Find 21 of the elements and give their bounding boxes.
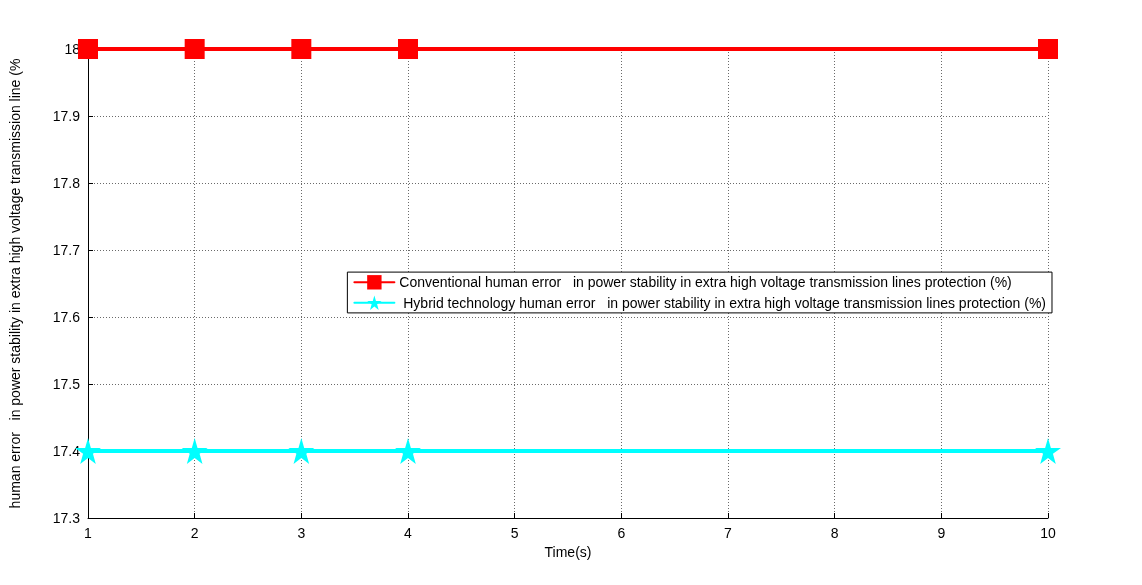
x-tick-label: 3 <box>297 525 306 541</box>
x-tick-label: 4 <box>404 525 413 541</box>
x-axis-title: Time(s) <box>544 543 592 560</box>
x-tick-label: 6 <box>617 525 626 541</box>
y-tick-label: 17.6 <box>52 309 81 325</box>
x-tick-label: 7 <box>724 525 733 541</box>
x-tick-label: 8 <box>830 525 839 541</box>
x-tick-label: 10 <box>1040 525 1056 541</box>
legend-label: Conventional human error in power stability in extra high voltage transmission lines protection (%) <box>399 274 1012 291</box>
x-tick-label: 9 <box>937 525 946 541</box>
x-tick-label: 5 <box>510 525 519 541</box>
y-tick-label: 17.7 <box>52 242 81 258</box>
y-tick-label: 17.3 <box>52 510 81 526</box>
y-tick-label: 17.4 <box>52 443 81 459</box>
legend-label: Hybrid technology human error in power stability in extra high voltage transmission lines protection (%) <box>399 294 1047 311</box>
x-tick-label: 1 <box>84 525 93 541</box>
y-tick-label: 17.8 <box>52 175 81 191</box>
y-axis-title: human error in power stability in extra high voltage transmission line (% <box>7 58 23 509</box>
y-tick-label: 17.5 <box>52 376 81 392</box>
x-tick-label: 2 <box>190 525 199 541</box>
y-tick-label: 17.9 <box>52 108 81 124</box>
